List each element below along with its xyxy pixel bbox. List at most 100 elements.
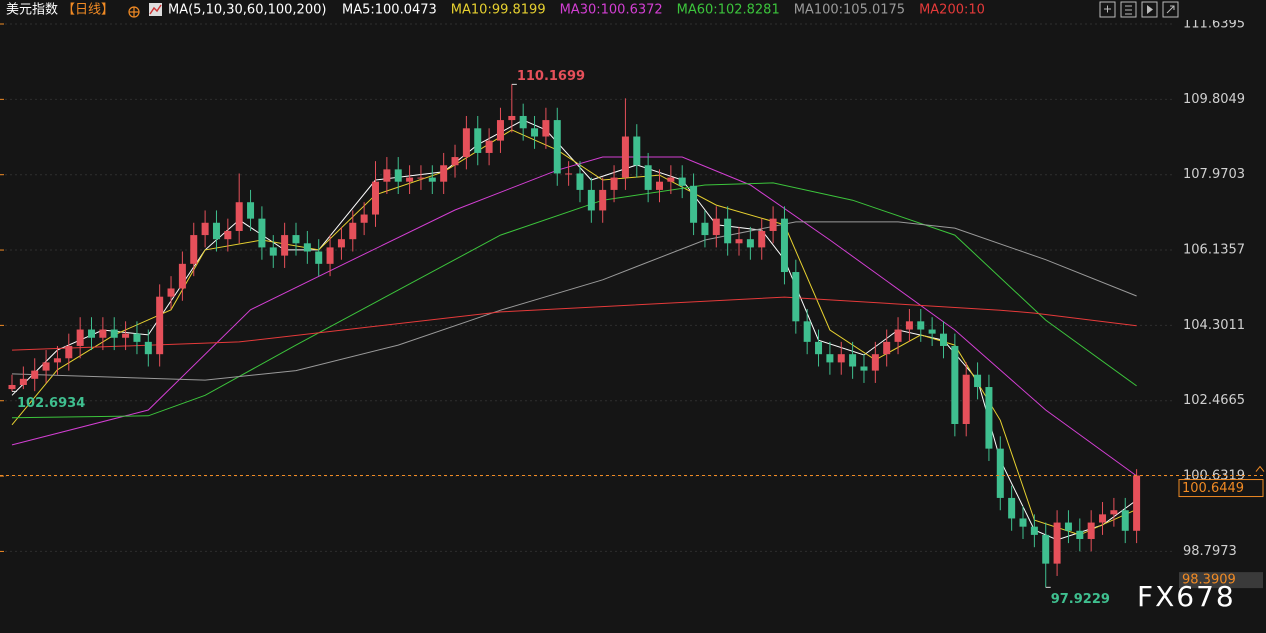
tool-glyph — [1166, 5, 1175, 14]
candle-body — [1053, 522, 1061, 564]
candle-body — [678, 177, 686, 186]
candle-body — [962, 374, 970, 424]
candle-body — [76, 329, 84, 346]
candle-body — [110, 329, 118, 338]
candle-body — [531, 128, 539, 137]
candle-body — [190, 235, 198, 264]
candle-body — [212, 222, 220, 240]
candle-body — [758, 230, 766, 248]
candle-body — [1042, 534, 1050, 564]
y-tick-label: 109.8049 — [1183, 92, 1245, 107]
ma-line — [11, 156, 1137, 477]
watermark: FX678 — [1137, 580, 1236, 613]
candle-body — [576, 173, 584, 190]
label-layer: 111.6395 109.8049 107.9703 106.1357 104.3011… — [0, 17, 1266, 607]
last-price-arrow — [1255, 465, 1265, 472]
candle-body — [8, 384, 16, 390]
candle-body — [1008, 497, 1016, 519]
candle-body — [428, 177, 436, 182]
candle-body — [496, 120, 504, 141]
indicator-icon[interactable] — [149, 3, 162, 16]
candle-body — [326, 247, 334, 264]
legend-entry: MA60:102.8281 — [677, 3, 780, 18]
candle-body — [224, 230, 232, 240]
candle-body — [860, 366, 868, 371]
candle-body — [565, 173, 573, 175]
candle-body — [883, 341, 891, 355]
candle-body — [644, 165, 652, 190]
candle-body — [633, 136, 641, 166]
candle-body — [849, 354, 857, 367]
y-tick-label: 104.3011 — [1183, 318, 1245, 333]
candle-body — [417, 177, 425, 179]
candle-body — [258, 218, 266, 248]
candle-body — [803, 321, 811, 342]
candle-body — [587, 189, 595, 211]
candle-body — [235, 202, 243, 231]
candle-body — [474, 128, 482, 153]
candle-body — [519, 115, 527, 129]
candle-body — [178, 263, 186, 289]
toolbar — [1099, 1, 1179, 18]
candle-layer — [8, 84, 1141, 588]
candle-body — [815, 341, 823, 355]
candle-body — [383, 169, 391, 182]
candle-body — [201, 222, 209, 236]
candle-body — [281, 235, 289, 256]
candle-body — [1030, 526, 1038, 535]
candle-body — [88, 329, 96, 338]
candle-body — [508, 115, 516, 121]
candle-body — [769, 218, 777, 231]
candle-body — [655, 181, 663, 190]
indicator-label: MA(5,10,30,60,100,200) — [168, 3, 326, 18]
candle-body — [1076, 530, 1084, 539]
candle-body — [42, 362, 50, 371]
candle-body — [303, 243, 311, 252]
candle-body — [19, 378, 27, 385]
candle-body — [917, 321, 925, 330]
legend-entry: MA5:100.0473 — [342, 3, 437, 18]
tool-icon[interactable] — [1141, 1, 1158, 18]
candle-body — [826, 354, 834, 363]
chart-title: 美元指数 — [6, 3, 58, 18]
candle-body — [31, 370, 39, 379]
candle-body — [701, 222, 709, 236]
legend-entry: MA10:99.8199 — [451, 3, 546, 18]
tool-glyph — [1147, 5, 1153, 14]
candle-body — [133, 333, 141, 342]
y-tick-label: 102.4665 — [1183, 393, 1245, 408]
candle-body — [780, 218, 788, 273]
candle-body — [1064, 522, 1072, 531]
candle-body — [440, 165, 448, 182]
candle-body — [1099, 514, 1107, 523]
candle-body — [690, 185, 698, 223]
candle-body — [746, 239, 754, 248]
tool-icon[interactable] — [1162, 1, 1179, 18]
reference-price-box — [1179, 572, 1263, 589]
candle-body — [792, 272, 800, 322]
annotation-label: 102.6934 — [17, 396, 85, 411]
candle-body — [144, 341, 152, 355]
legend-entry: MA100:105.0175 — [794, 3, 905, 18]
annotation-label: 97.9229 — [1051, 592, 1110, 607]
candle-body — [65, 345, 73, 359]
annotation-label: 110.1699 — [517, 69, 585, 84]
ma-line — [11, 221, 1137, 381]
tool-icon[interactable] — [1120, 1, 1137, 18]
tool-icon[interactable] — [1099, 1, 1116, 18]
candle-body — [599, 189, 607, 211]
candle-body — [269, 247, 277, 256]
candle-body — [247, 202, 255, 219]
y-tick-label: 98.7973 — [1183, 544, 1237, 559]
candle-body — [122, 333, 130, 338]
period-label[interactable]: 【日线】 — [62, 3, 114, 18]
y-tick-label: 111.6395 — [1183, 17, 1245, 32]
add-icon[interactable] — [128, 6, 140, 18]
candle-body — [315, 251, 323, 264]
ma-line — [11, 296, 1137, 351]
candle-body — [1121, 510, 1129, 531]
candle-body — [724, 218, 732, 244]
candle-body — [974, 374, 982, 388]
